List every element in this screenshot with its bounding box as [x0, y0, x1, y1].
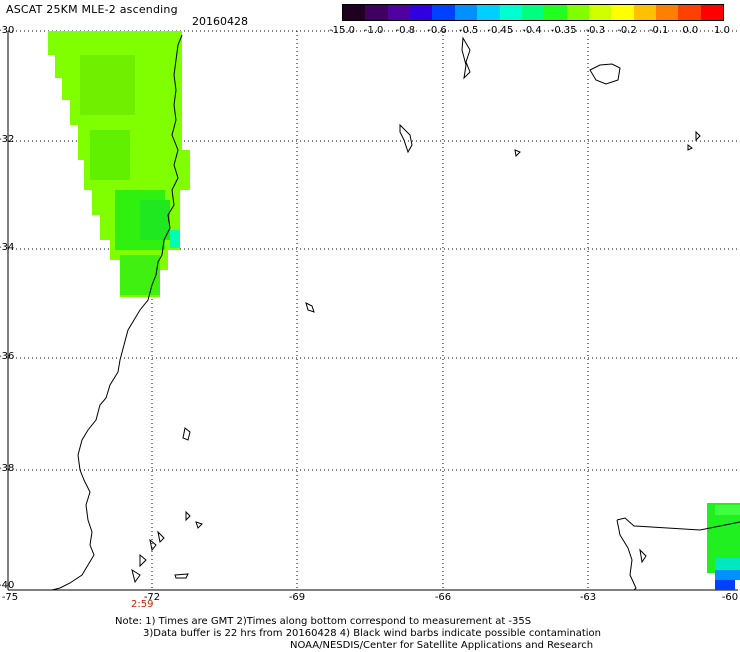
footnotes: Note: 1) Times are GMT 2)Times along bot… [115, 616, 601, 652]
lat-label-34: -34 [0, 242, 15, 253]
colorbar-tick-label: -0.3 [585, 25, 606, 36]
colorbar [342, 4, 724, 21]
lat-label-40: -40 [0, 580, 15, 591]
colorbar-swatch [611, 5, 634, 20]
colorbar-swatch [387, 5, 411, 20]
lat-label-32: -32 [0, 134, 15, 145]
colorbar-swatch [566, 5, 589, 20]
grid-lines [8, 30, 738, 590]
map-title: ASCAT 25KM MLE-2 ascending [6, 3, 178, 16]
colorbar-swatch [343, 5, 366, 20]
colorbar-swatch [588, 5, 612, 20]
colorbar-tick-label: 1.0 [714, 25, 730, 36]
lat-label-30: -30 [0, 25, 15, 36]
colorbar-tick-label: -15.0 [329, 25, 355, 36]
note-line-2: 3)Data buffer is 22 hrs from 20160428 4)… [143, 628, 601, 639]
colorbar-tick-label: 0.0 [682, 25, 699, 36]
colorbar-tick-label: -1.0 [363, 25, 384, 36]
colorbar-swatch [678, 5, 701, 20]
lon-label-72: -72 [143, 592, 161, 603]
coastline [51, 34, 740, 591]
note-line-1: Note: 1) Times are GMT 2)Times along bot… [115, 616, 532, 627]
colorbar-swatch [365, 5, 388, 20]
note-line-3: NOAA/NESDIS/Center for Satellite Applica… [290, 640, 594, 651]
colorbar-swatch [454, 5, 478, 20]
map-date: 20160428 [192, 15, 248, 28]
colorbar-tick-label: -0.1 [648, 25, 669, 36]
lon-label-63: -63 [579, 592, 597, 603]
colorbar-swatch [499, 5, 522, 20]
lon-label-60: -60 [721, 592, 739, 603]
colorbar-swatch [410, 5, 433, 20]
lon-label-66: -66 [434, 592, 452, 603]
wind-data-swath-east [707, 503, 740, 590]
lon-label-69: -69 [288, 592, 306, 603]
colorbar-swatch [432, 5, 455, 20]
colorbar-swatch [700, 5, 724, 20]
colorbar-swatch [633, 5, 657, 20]
lat-label-36: -36 [0, 351, 15, 362]
colorbar-tick-label: -0.2 [617, 25, 637, 36]
axis-frame [7, 31, 738, 591]
lat-label-38: -38 [0, 463, 15, 474]
lon-label-75: -75 [1, 592, 19, 603]
colorbar-swatch [544, 5, 567, 20]
colorbar-swatch [521, 5, 545, 20]
colorbar-tick-label: -0.8 [395, 25, 416, 36]
colorbar-swatch [656, 5, 679, 20]
colorbar-tick-label: -0.35 [550, 25, 577, 36]
pass-time-label: 2:59 [131, 599, 154, 610]
wind-data-swath-west [48, 31, 190, 297]
colorbar-swatch [477, 5, 500, 20]
